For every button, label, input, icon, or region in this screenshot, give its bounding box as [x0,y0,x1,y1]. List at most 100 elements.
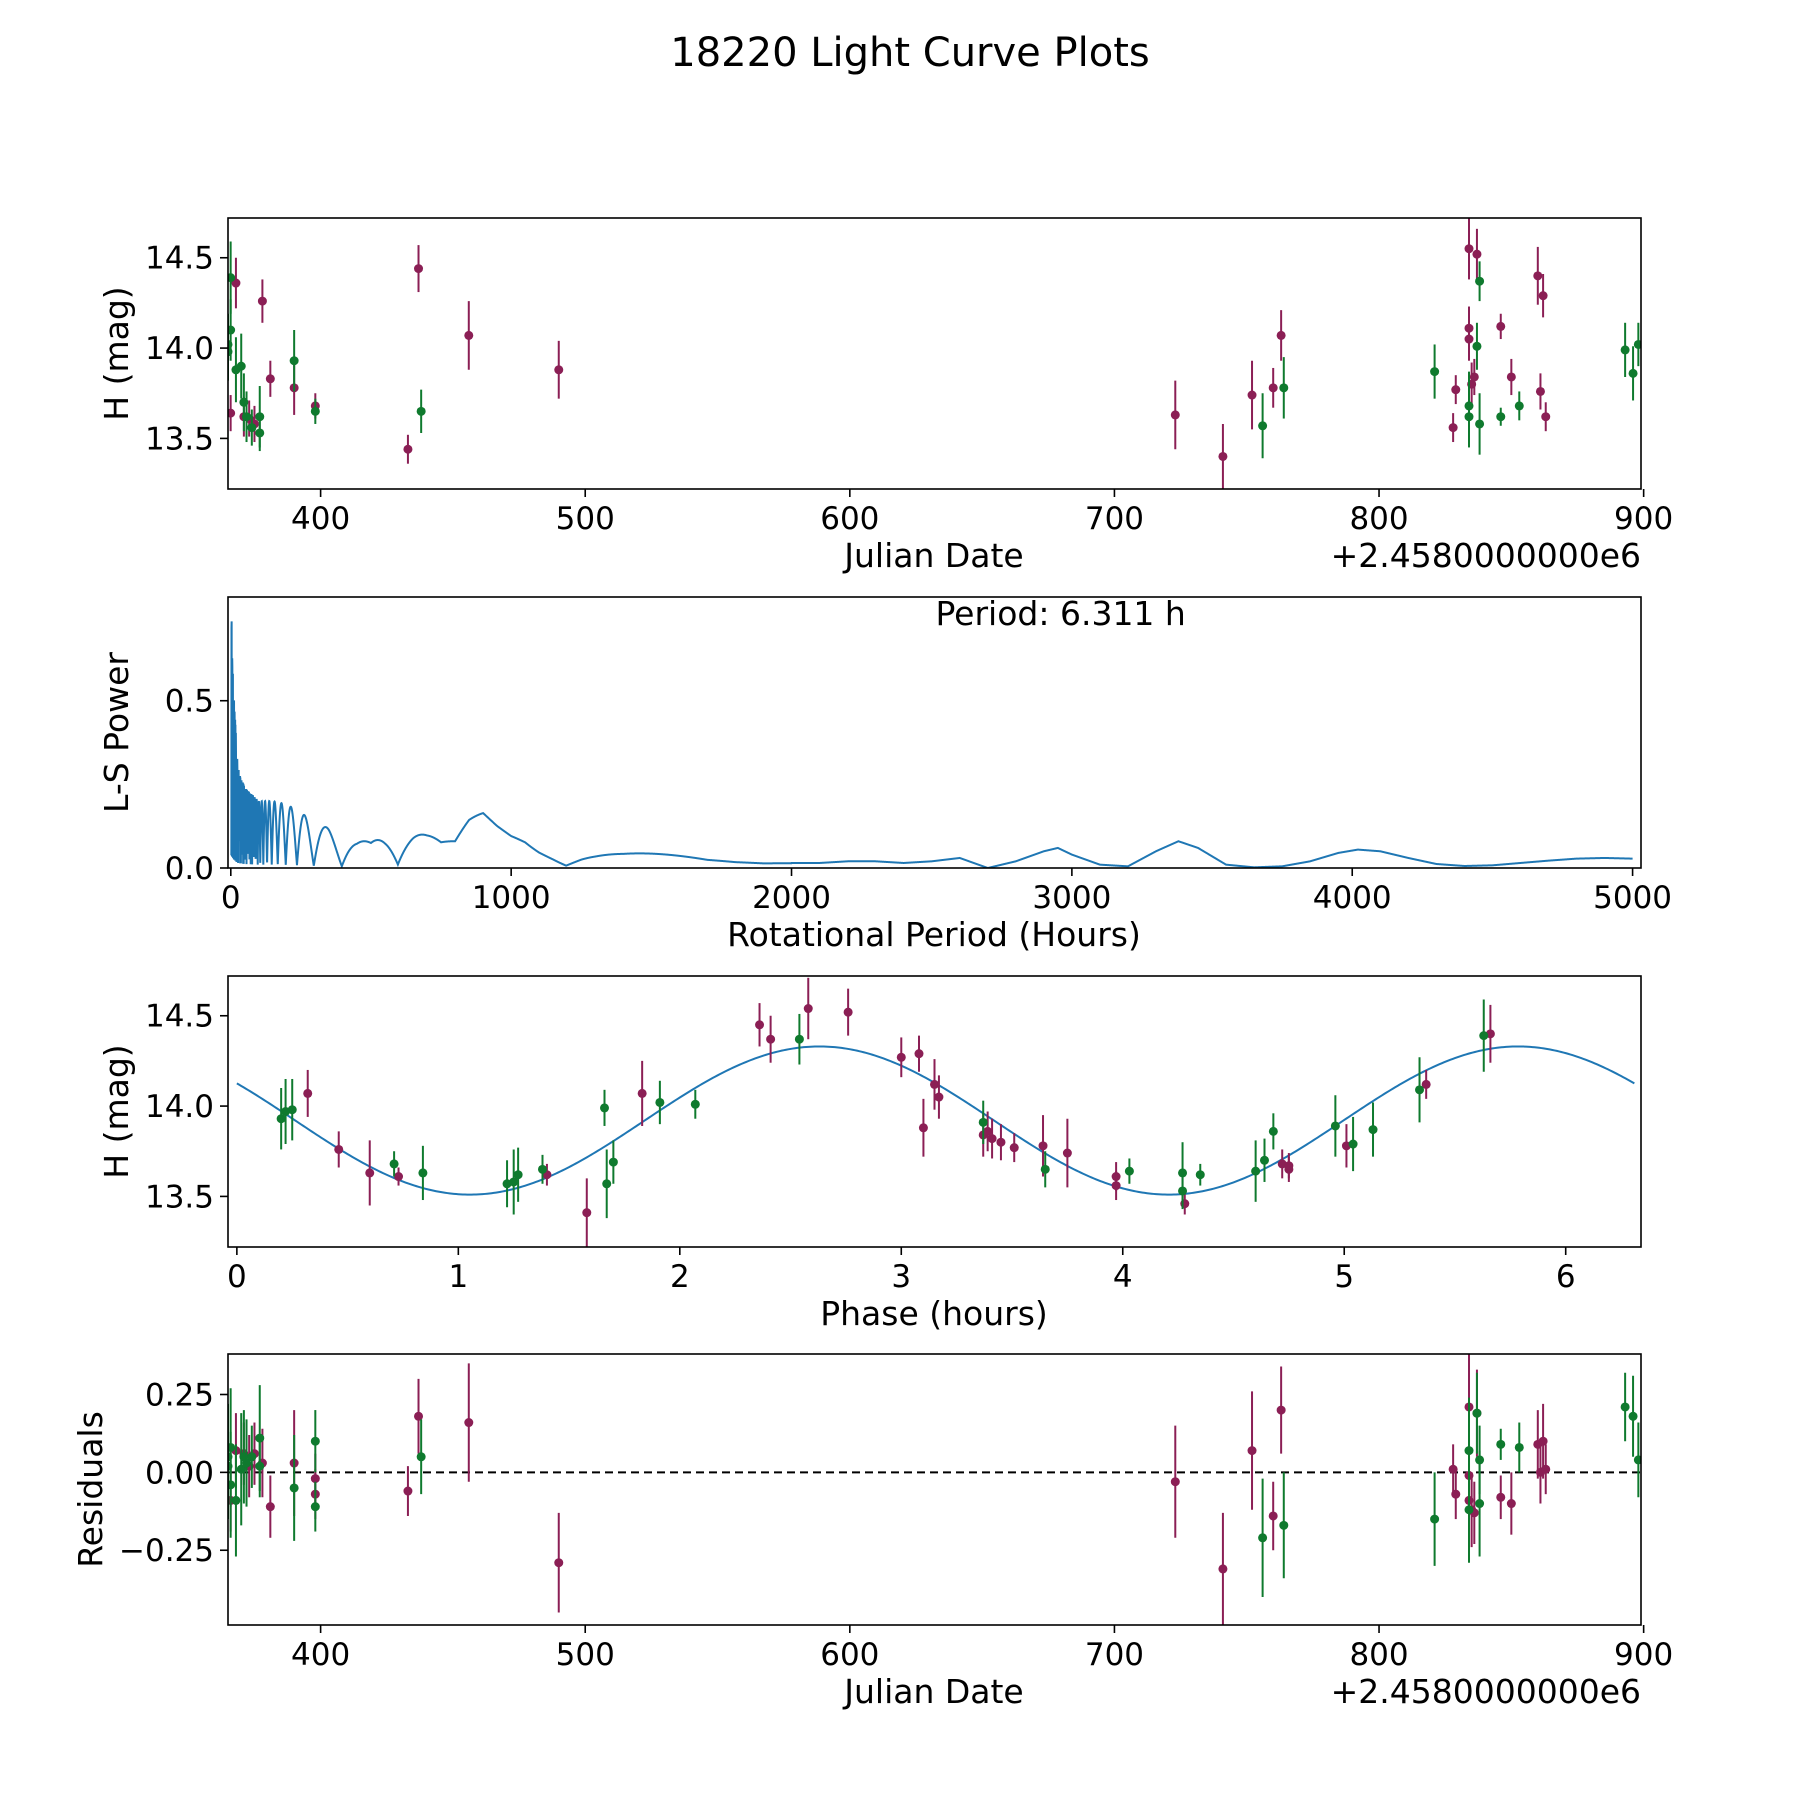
x-tick-label: 6 [1556,1259,1576,1295]
data-point-red [1496,321,1506,331]
data-point-green [1348,1139,1358,1149]
data-point-green [255,428,265,438]
x-tick-label: 500 [556,501,615,537]
x-tick-label: 400 [291,1637,350,1673]
data-point-green [1330,1121,1340,1131]
data-point-green [1472,1408,1482,1418]
data-point-red [1247,390,1257,400]
data-point-green [1620,1402,1630,1412]
data-point-red [1496,1492,1506,1502]
y-tick-label: 14.5 [145,241,214,277]
data-point-green [276,1114,286,1124]
plot-area [230,621,1633,868]
data-point-green [1633,339,1641,349]
data-point-red [1451,1489,1461,1499]
y-tick-label: 13.5 [145,421,214,457]
data-point-green [289,356,299,366]
data-point-red [554,1558,564,1568]
period-annotation: Period: 6.311 h [935,594,1185,633]
y-axis-label: H (mag) [97,1044,136,1178]
x-tick-label: 0 [227,1259,247,1295]
x-tick-label: 700 [1085,501,1144,537]
data-point-red [983,1126,993,1136]
data-point-red [1218,451,1228,461]
data-point-green [690,1099,700,1109]
data-point-red [414,264,424,274]
data-point-green [608,1157,618,1167]
data-point-red [914,1049,924,1059]
y-tick-label: 14.0 [145,331,214,367]
data-point-green [310,1436,320,1446]
data-point-red [1533,271,1543,281]
y-tick-label: 14.5 [145,999,214,1035]
x-tick-label: 800 [1349,501,1408,537]
data-point-red [228,408,236,418]
data-point-green [1464,1446,1474,1456]
data-point-red [1170,1477,1180,1487]
data-point-red [1506,1499,1516,1509]
data-point-green [1258,421,1268,431]
x-axis-label: Rotational Period (Hours) [727,915,1141,954]
data-point-green [1178,1186,1188,1196]
y-tick-label: −0.25 [119,1533,214,1569]
y-tick-label: 14.0 [145,1089,214,1125]
data-point-green [231,1495,241,1505]
x-tick-label: 2000 [752,880,831,916]
axes-frame [227,1353,1642,1626]
data-point-red [1247,1446,1257,1456]
data-point-red [1448,423,1458,433]
x-tick-label: 4000 [1313,880,1392,916]
figure-title: 18220 Light Curve Plots [670,30,1149,76]
data-point-green [1475,419,1485,429]
data-point-red [755,1020,765,1030]
y-tick-label: 0.00 [145,1455,214,1491]
data-point-red [464,1418,474,1428]
data-point-red [365,1168,375,1178]
data-point-red [1538,291,1548,301]
x-axis-label: Phase (hours) [820,1294,1048,1333]
data-point-green [1628,368,1638,378]
data-point-green [1620,345,1630,355]
data-point-green [1496,412,1506,422]
x-tick-label: 600 [820,1637,879,1673]
data-point-red [803,1004,813,1014]
data-point-green [537,1164,547,1174]
plot-area [236,977,1635,1247]
data-point-green [287,1105,297,1115]
x-axis-offset-label: +2.4580000000e6 [1331,1672,1641,1711]
y-tick-label: 0.0 [165,851,214,887]
data-point-red [1284,1161,1294,1171]
y-axis-label: Residuals [71,1411,110,1568]
y-tick-label: 0.5 [165,684,214,720]
plot-area [228,218,1641,489]
x-tick-label: 5 [1334,1259,1354,1295]
y-axis-label: H (mag) [97,286,136,420]
x-tick-label: 900 [1614,501,1673,537]
data-point-red [394,1172,404,1182]
x-axis-label: Julian Date [842,1672,1024,1711]
data-point-red [334,1144,344,1154]
x-tick-label: 3000 [1032,880,1111,916]
data-point-green [602,1179,612,1189]
x-tick-label: 500 [556,1637,615,1673]
data-point-green [1479,1031,1489,1041]
x-tick-label: 800 [1349,1637,1408,1673]
data-point-green [1195,1170,1205,1180]
data-point-green [655,1097,665,1107]
data-point-red [265,374,275,384]
data-point-green [1514,1442,1524,1452]
plot-area [228,1354,1641,1625]
data-point-green [1258,1533,1268,1543]
data-point-green [228,325,236,335]
data-point-green [242,412,252,422]
data-point-green [1496,1439,1506,1449]
x-tick-label: 400 [291,501,350,537]
axes-frame [227,596,1642,869]
data-point-red [766,1034,776,1044]
data-point-green [1259,1155,1269,1165]
x-tick-label: 5000 [1593,880,1672,916]
data-point-red [1472,249,1482,259]
x-axis-offset-label: +2.4580000000e6 [1331,536,1641,575]
x-tick-label: 700 [1085,1637,1144,1673]
data-point-red [1535,386,1545,396]
